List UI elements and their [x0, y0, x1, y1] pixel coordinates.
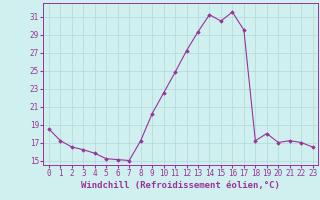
X-axis label: Windchill (Refroidissement éolien,°C): Windchill (Refroidissement éolien,°C) [81, 181, 280, 190]
